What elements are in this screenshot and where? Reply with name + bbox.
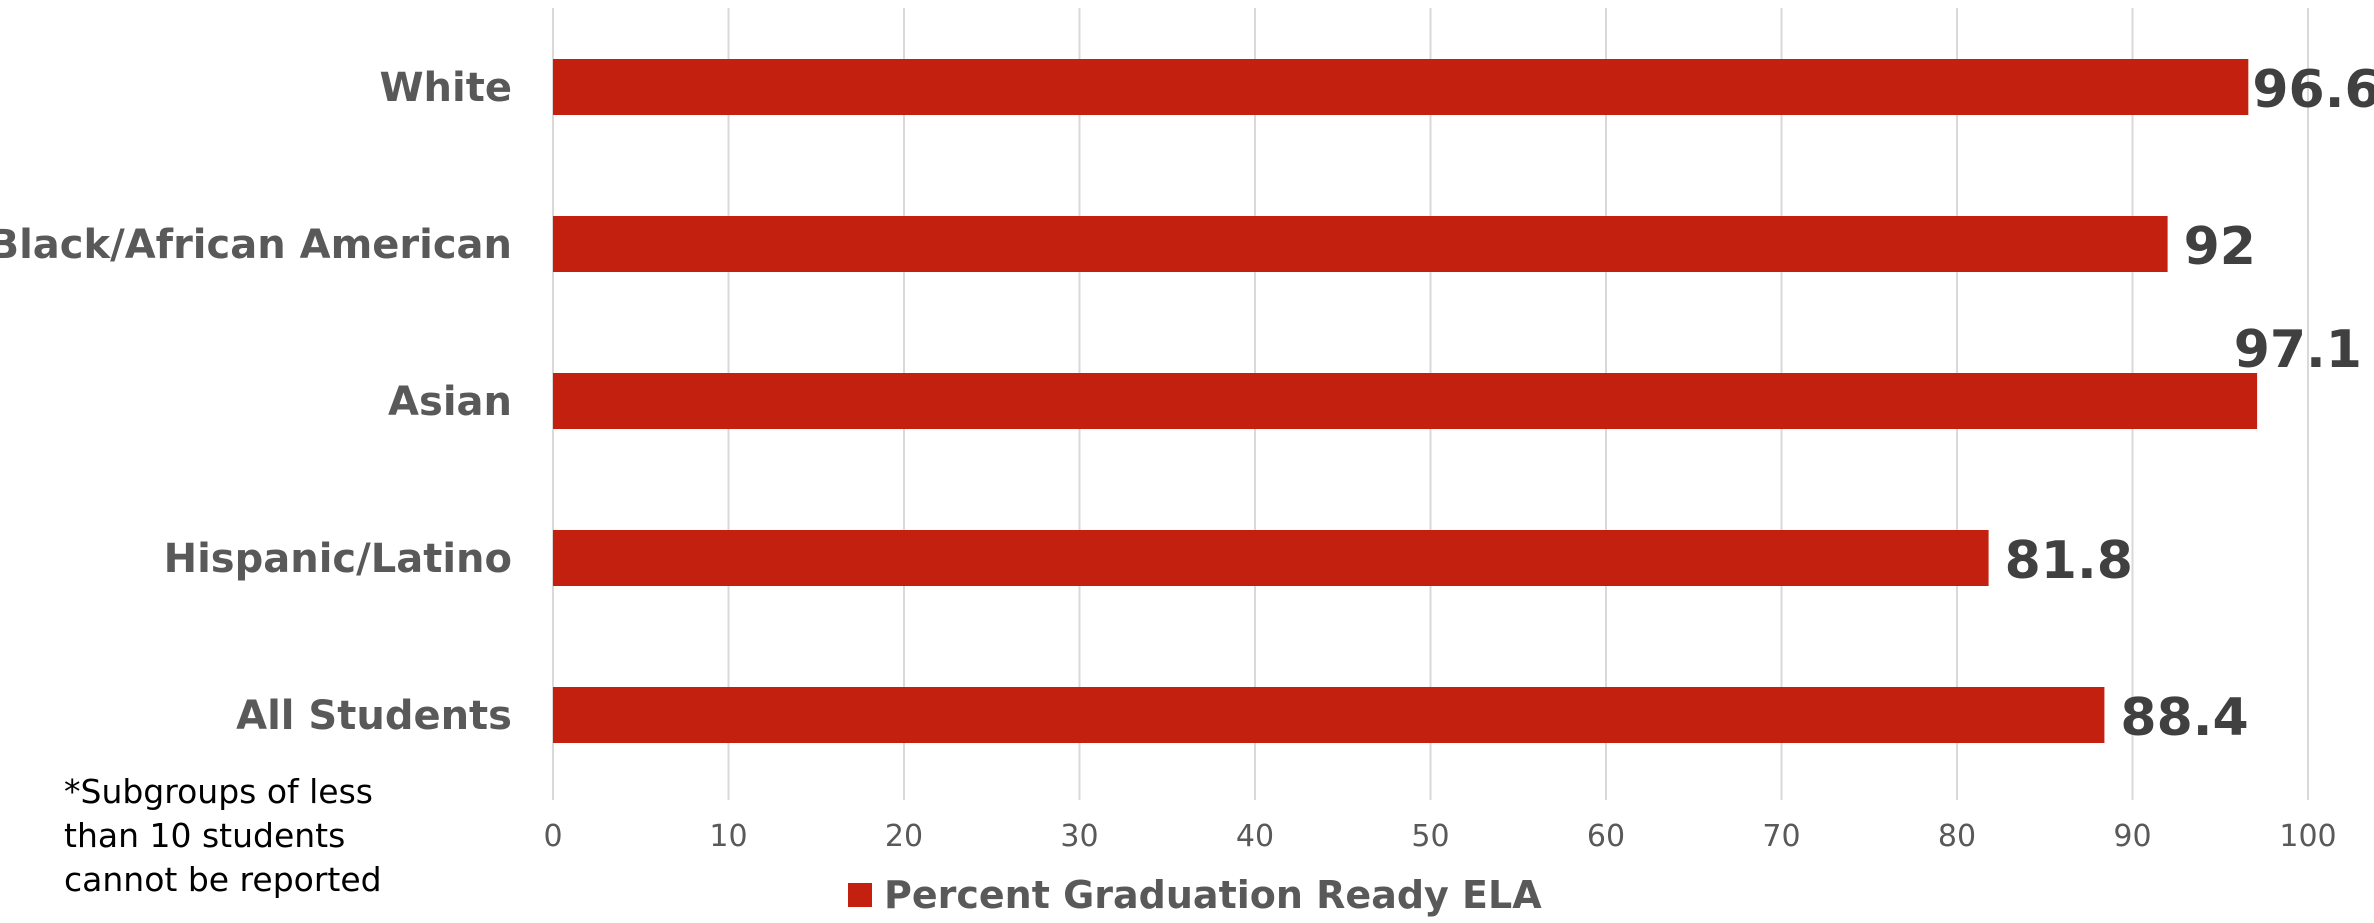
bar [553, 59, 2249, 115]
footnote: *Subgroups of less than 10 students cann… [64, 772, 382, 899]
x-tick-label: 40 [1236, 819, 1274, 854]
x-tick-label: 70 [1762, 819, 1800, 854]
value-label: 92 [2184, 217, 2256, 277]
x-tick-label: 30 [1060, 819, 1098, 854]
bar [553, 687, 2105, 743]
bar [553, 216, 2168, 272]
x-tick-label: 20 [885, 819, 923, 854]
x-tick-label: 100 [2279, 819, 2336, 854]
x-tick-label: 50 [1411, 819, 1449, 854]
value-label: 88.4 [2120, 688, 2248, 748]
category-label: Asian [388, 379, 512, 425]
x-tick-label: 90 [2113, 819, 2151, 854]
category-label: All Students [236, 693, 512, 739]
category-label: White [379, 65, 512, 111]
x-tick-label: 60 [1587, 819, 1625, 854]
bar [553, 373, 2258, 429]
x-tick-label: 80 [1938, 819, 1976, 854]
x-tick-label: 0 [543, 819, 562, 854]
legend: Percent Graduation Ready ELA [848, 872, 1542, 918]
value-label: 81.8 [2005, 531, 2133, 591]
category-label: Hispanic/Latino [164, 536, 512, 582]
value-label: 96.6 [2252, 60, 2374, 120]
bar [553, 530, 1989, 586]
legend-label: Percent Graduation Ready ELA [884, 873, 1542, 917]
x-tick-label: 10 [709, 819, 747, 854]
value-label: 97.1 [2234, 320, 2362, 380]
category-label: Black/African American [0, 222, 512, 268]
legend-swatch [848, 883, 872, 907]
